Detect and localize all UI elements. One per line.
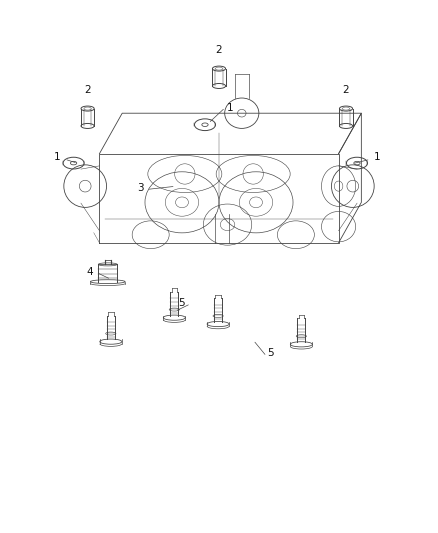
Text: 1: 1 bbox=[374, 152, 381, 162]
Text: 1: 1 bbox=[53, 152, 60, 162]
Text: 1: 1 bbox=[226, 103, 233, 113]
Text: 2: 2 bbox=[215, 45, 223, 55]
Text: 4: 4 bbox=[86, 267, 93, 277]
Text: 3: 3 bbox=[137, 183, 144, 192]
Text: 5: 5 bbox=[178, 298, 185, 308]
Text: 2: 2 bbox=[343, 85, 350, 94]
Text: 2: 2 bbox=[84, 85, 91, 94]
Text: 5: 5 bbox=[267, 348, 274, 358]
